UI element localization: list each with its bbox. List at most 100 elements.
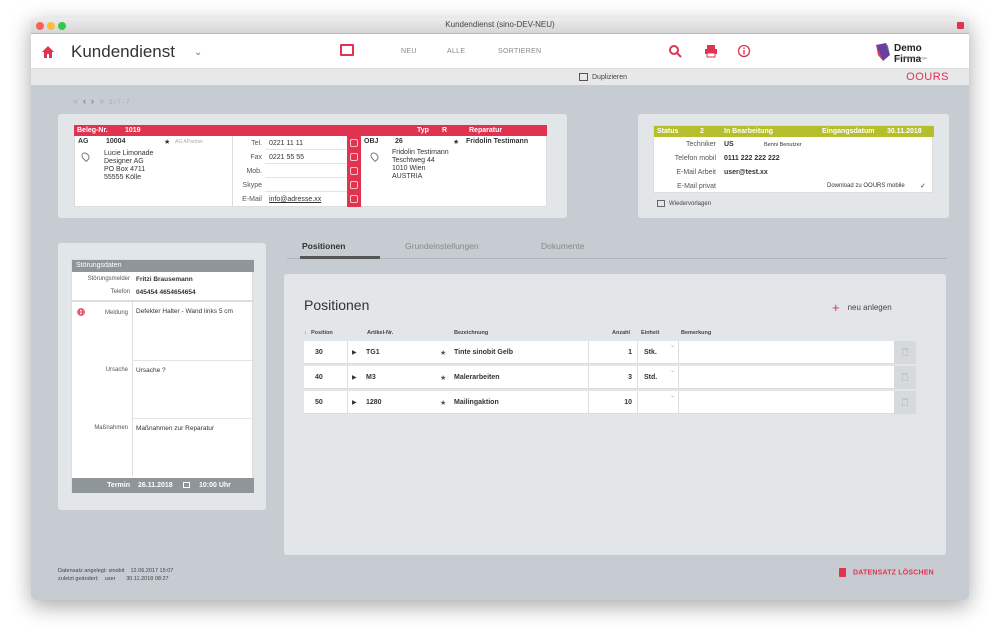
chevron-down-icon[interactable]: ⌄ [670,393,676,399]
typ-value[interactable]: R [442,127,448,134]
tab-grundeinstellungen[interactable]: Grundeinstellungen [405,241,479,251]
home-icon[interactable] [41,45,55,59]
app-window: Kundendienst (sino-DEV-NEU) Kundendienst… [31,18,969,600]
technician-code[interactable]: US [724,141,734,148]
nav-all[interactable]: ALLE [447,48,466,55]
skype-icon[interactable] [350,181,358,189]
trash-icon [839,568,846,577]
col-bemerkung[interactable]: Bemerkung [681,330,712,336]
col-artikel[interactable]: Artikel-Nr. [367,330,394,336]
email-link[interactable]: info@adresse.xx [269,196,322,203]
table-row[interactable]: 50 ▶ 1280 ★ Mailingaktion 10 ⌄ [304,391,916,414]
fax-field[interactable]: 0221 55 55 [269,154,305,161]
fax-icon[interactable] [350,153,358,161]
chevron-down-icon[interactable]: ⌄ [670,343,676,349]
beleg-panel: Beleg-Nr. 1019 Typ R Reparatur AG 10004 … [74,125,547,207]
tab-dokumente[interactable]: Dokumente [541,241,585,251]
ag-number[interactable]: 10004 [106,138,126,145]
info-icon[interactable] [737,44,751,58]
nav-new[interactable]: NEU [401,48,417,55]
col-position[interactable]: Position [311,330,333,336]
prev-record-icon[interactable]: ‹ [83,96,87,106]
mail-icon[interactable] [350,195,358,203]
termin-time[interactable]: 10:00 Uhr [199,482,231,489]
telefon-field[interactable]: 045454 4654654654 [136,289,196,296]
phone-icon[interactable] [350,139,358,147]
monitor-icon[interactable] [340,44,354,56]
col-bezeichnung[interactable]: Bezeichnung [454,330,489,336]
tab-positionen[interactable]: Positionen [302,241,346,251]
new-position-button[interactable]: + neu anlegen [832,300,892,315]
melder-field[interactable]: Fritzi Brausemann [136,276,193,283]
close-window-button[interactable] [36,22,44,30]
date-value[interactable]: 30.11.2018 [887,128,922,135]
last-record-icon[interactable]: » [99,96,105,106]
first-record-icon[interactable]: « [73,96,79,106]
search-icon[interactable] [668,44,682,58]
meldung-field[interactable]: Defekter Halter - Wand links 5 cm [136,308,233,315]
cell-anzahl[interactable]: 1 [628,349,632,356]
zoom-window-button[interactable] [58,22,66,30]
minimize-window-button[interactable] [47,22,55,30]
chevron-down-icon[interactable]: ⌄ [194,47,203,58]
next-record-icon[interactable]: › [91,96,95,106]
status-code[interactable]: 2 [700,128,704,135]
lock-icon [957,22,964,29]
delete-record-button[interactable]: DATENSATZ LÖSCHEN [839,568,934,577]
tel-field[interactable]: 0221 11 11 [269,140,303,147]
star-icon[interactable]: ★ [440,375,447,382]
cell-bezeichnung[interactable]: Mailingaktion [454,399,499,406]
obj-star-icon[interactable]: ★ [453,139,460,146]
delete-row-button[interactable] [894,366,916,389]
record-pager: « ‹ › » 2 / 7 - 7 [73,96,129,106]
active-tab-indicator [300,256,380,259]
star-icon[interactable]: ★ [440,350,447,357]
cell-einheit[interactable]: Std. [644,374,658,381]
contact-action-strip [347,136,361,207]
cell-bezeichnung[interactable]: Malerarbeiten [454,374,500,381]
cell-artikel[interactable]: 1280 [366,399,382,406]
mobile-phone-icon[interactable] [350,167,358,175]
cell-position[interactable]: 30 [315,349,323,356]
print-icon[interactable] [704,44,718,58]
ursache-field[interactable]: Ursache ? [136,367,166,374]
col-anzahl[interactable]: Anzahl [612,330,631,336]
obj-name: Fridolin Testimann [466,138,529,145]
cell-artikel[interactable]: M3 [366,374,376,381]
mobile-field[interactable]: 0111 222 222 222 [724,155,780,162]
star-icon[interactable]: ★ [164,139,171,146]
expand-arrow-icon[interactable]: ▶ [352,350,357,356]
cell-bezeichnung[interactable]: Tinte sinobit Gelb [454,349,513,356]
expand-arrow-icon[interactable]: ▶ [352,400,357,406]
cell-position[interactable]: 50 [315,399,323,406]
col-einheit[interactable]: Einheit [641,330,660,336]
table-row[interactable]: 30 ▶ TG1 ★ Tinte sinobit Gelb 1 Stk. ⌄ [304,341,916,364]
work-email-field[interactable]: user@test.xx [724,169,768,176]
cell-anzahl[interactable]: 10 [624,399,632,406]
obj-number[interactable]: 26 [395,138,403,145]
delete-row-button[interactable] [894,341,916,364]
divider [588,341,589,364]
table-row[interactable]: 40 ▶ M3 ★ Malerarbeiten 3 Std. ⌄ [304,366,916,389]
delete-row-button[interactable] [894,391,916,414]
cell-anzahl[interactable]: 3 [628,374,632,381]
globe-icon[interactable] [77,308,85,316]
termin-date[interactable]: 26.11.2018 [138,482,173,489]
ag-partner-field[interactable]: AG APartner [175,139,204,145]
wiedervorlagen-button[interactable]: Wiedervorlagen [657,200,711,207]
title-bar: Kundendienst (sino-DEV-NEU) [31,18,969,34]
expand-arrow-icon[interactable]: ▶ [352,375,357,381]
duplicate-button[interactable]: Duplizieren [579,73,627,81]
divider [637,391,638,414]
cell-einheit[interactable]: Stk. [644,349,657,356]
record-position: 2 / 7 - 7 [109,100,130,106]
nav-sort[interactable]: SORTIEREN [498,48,542,55]
sort-icon[interactable]: ↕ [304,330,307,336]
star-icon[interactable]: ★ [440,400,447,407]
cell-position[interactable]: 40 [315,374,323,381]
massnahmen-field[interactable]: Maßnahmen zur Reparatur [136,425,215,432]
cell-artikel[interactable]: TG1 [366,349,380,356]
download-checkbox[interactable]: ✓ [920,183,926,190]
calendar-icon[interactable] [183,482,190,488]
chevron-down-icon[interactable]: ⌄ [670,368,676,374]
